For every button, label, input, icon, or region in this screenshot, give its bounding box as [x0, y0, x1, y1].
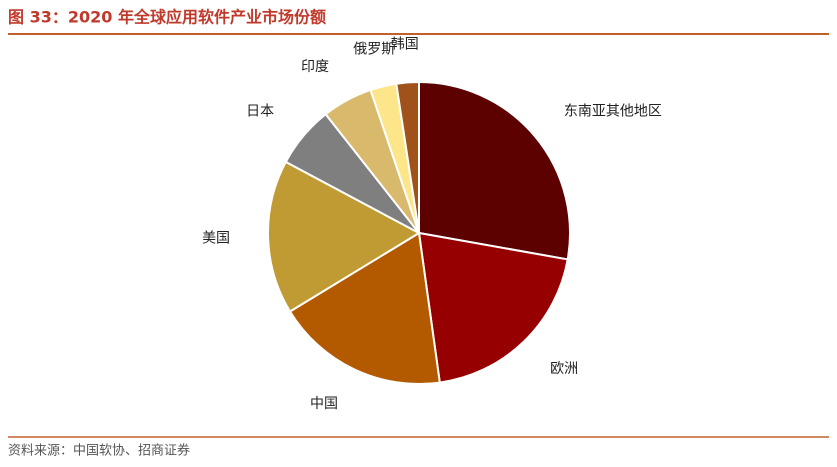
slice-label: 韩国 [391, 37, 419, 53]
pie-slice [395, 80, 420, 234]
chart-source: 资料来源：中国软协、招商证券 [8, 443, 190, 459]
slice-label: 日本 [246, 104, 274, 120]
pie-slice [267, 160, 422, 313]
slice-label: 欧洲 [550, 361, 578, 377]
slice-label: 俄罗斯 [353, 41, 395, 57]
slice-label: 中国 [310, 396, 338, 412]
slice-label: 美国 [202, 230, 230, 246]
slice-label: 东南亚其他地区 [564, 104, 662, 120]
pie-slice [288, 231, 441, 385]
pie-slice [418, 80, 571, 261]
chart-title: 图 33：2020 年全球应用软件产业市场份额 [8, 8, 326, 27]
pie-slice [417, 231, 569, 384]
slice-label: 印度 [301, 59, 329, 75]
